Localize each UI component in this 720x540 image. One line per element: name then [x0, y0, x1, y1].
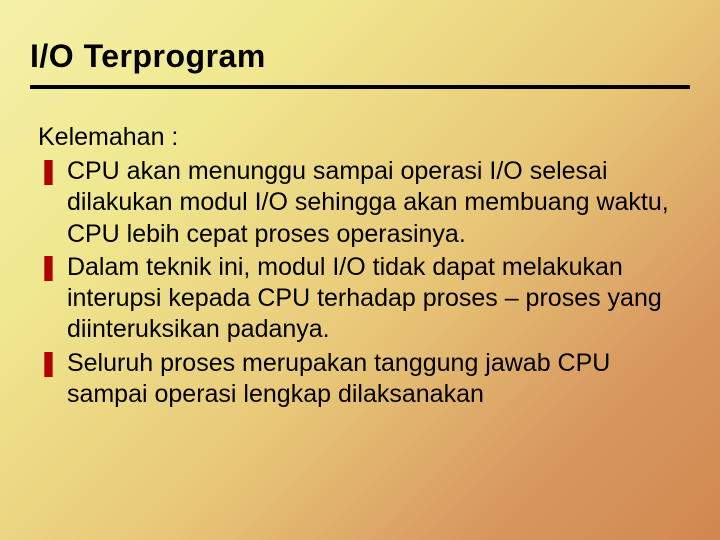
bullet-icon: ❚ [38, 348, 59, 379]
bullet-icon: ❚ [38, 156, 59, 187]
bullet-text: Dalam teknik ini, modul I/O tidak dapat … [67, 252, 680, 346]
slide-title: I/O Terprogram [30, 38, 690, 75]
content-subheading: Kelemahan : [38, 123, 680, 152]
slide-container: I/O Terprogram Kelemahan : ❚ CPU akan me… [0, 0, 720, 540]
bullet-icon: ❚ [38, 252, 59, 283]
bullet-item: ❚ CPU akan menunggu sampai operasi I/O s… [38, 156, 680, 250]
bullet-text: CPU akan menunggu sampai operasi I/O sel… [67, 156, 680, 250]
bullet-item: ❚ Seluruh proses merupakan tanggung jawa… [38, 348, 680, 411]
bullet-item: ❚ Dalam teknik ini, modul I/O tidak dapa… [38, 252, 680, 346]
title-divider [30, 85, 690, 89]
bullet-text: Seluruh proses merupakan tanggung jawab … [67, 348, 680, 411]
slide-content: Kelemahan : ❚ CPU akan menunggu sampai o… [30, 123, 690, 410]
